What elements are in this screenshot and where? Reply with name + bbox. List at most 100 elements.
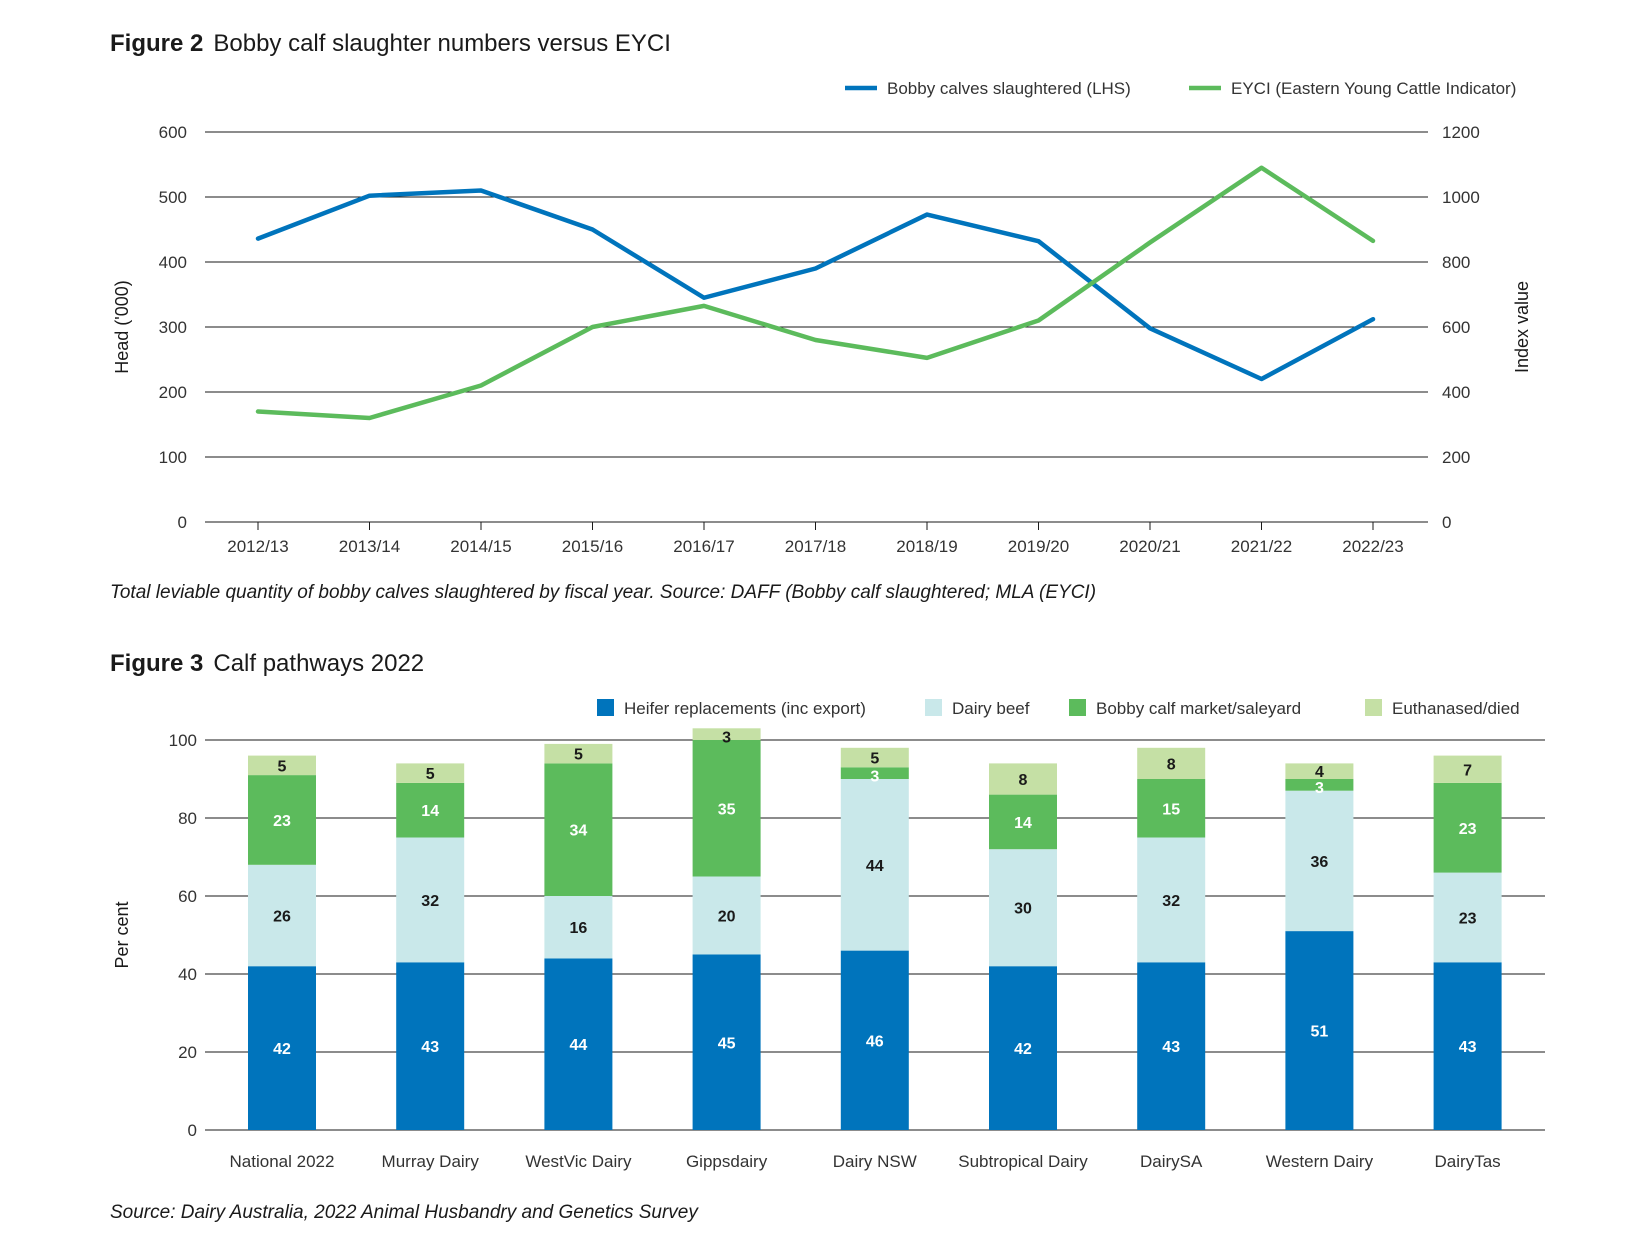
bar-segment-dairy-beef — [248, 864, 316, 967]
bar-segment-euthanased-died — [248, 755, 316, 776]
x-tick-label: 2016/17 — [673, 537, 734, 556]
legend-swatch — [1069, 699, 1086, 716]
bar-segment-dairy-beef — [396, 837, 465, 963]
bar-segment-dairy-beef — [692, 876, 761, 955]
y-tick-label: 40 — [178, 965, 197, 984]
bar-value-label: 15 — [1162, 801, 1180, 818]
bar-segment-heifer-replacements — [840, 950, 909, 1130]
bar-segment-heifer-replacements — [692, 954, 761, 1130]
y-tick-label-right: 400 — [1442, 383, 1470, 402]
x-tick-label: 2018/19 — [896, 537, 957, 556]
x-tick-label: 2022/23 — [1342, 537, 1403, 556]
bar-value-label: 3 — [1315, 780, 1324, 797]
legend-label: Heifer replacements (inc export) — [624, 699, 866, 718]
bar-value-label: 42 — [273, 1041, 291, 1058]
y-tick-label-right: 1000 — [1442, 188, 1480, 207]
y-tick-label: 20 — [178, 1043, 197, 1062]
bar-value-label: 8 — [1167, 756, 1176, 773]
bar-value-label: 32 — [421, 893, 439, 910]
x-category-label: Dairy NSW — [833, 1152, 917, 1171]
bar-segment-bobby-calf-market — [1285, 779, 1354, 791]
bar-segment-euthanased-died — [544, 743, 613, 764]
bar-segment-bobby-calf-market — [544, 763, 613, 896]
legend-label: EYCI (Eastern Young Cattle Indicator) — [1231, 79, 1516, 98]
figure3-caption: Source: Dairy Australia, 2022 Animal Hus… — [110, 1202, 698, 1223]
y-tick-label: 80 — [178, 809, 197, 828]
bar-segment-heifer-replacements — [1137, 962, 1206, 1130]
y-axis-title: Per cent — [112, 901, 132, 968]
x-category-label: Murray Dairy — [382, 1152, 480, 1171]
x-category-label: National 2022 — [230, 1152, 335, 1171]
bar-value-label: 42 — [1014, 1041, 1032, 1058]
bar-value-label: 44 — [866, 858, 884, 875]
bar-value-label: 46 — [866, 1033, 884, 1050]
bar-segment-dairy-beef — [1137, 837, 1206, 963]
y-tick-label-right: 600 — [1442, 318, 1470, 337]
bar-value-label: 44 — [570, 1037, 588, 1054]
y-tick-label-left: 600 — [159, 123, 187, 142]
y-axis-title-right: Index value — [1512, 281, 1532, 373]
y-tick-label-left: 400 — [159, 253, 187, 272]
x-tick-label: 2014/15 — [450, 537, 511, 556]
bar-segment-dairy-beef — [1433, 872, 1502, 963]
bar-segment-dairy-beef — [1285, 790, 1354, 932]
bar-value-label: 30 — [1014, 901, 1032, 918]
bar-segment-euthanased-died — [1433, 755, 1502, 783]
x-category-label: DairySA — [1140, 1152, 1203, 1171]
x-tick-label: 2015/16 — [562, 537, 623, 556]
bar-value-label: 43 — [1459, 1039, 1477, 1056]
bar-segment-heifer-replacements — [1433, 962, 1502, 1130]
bar-value-label: 43 — [1162, 1039, 1180, 1056]
bar-segment-dairy-beef — [544, 896, 613, 959]
x-tick-label: 2017/18 — [785, 537, 846, 556]
x-category-label: DairyTas — [1435, 1152, 1501, 1171]
bar-segment-bobby-calf-market — [396, 782, 465, 838]
legend-label: Bobby calves slaughtered (LHS) — [887, 79, 1131, 98]
legend-swatch — [597, 699, 614, 716]
bar-segment-heifer-replacements — [544, 958, 613, 1130]
bar-value-label: 14 — [421, 803, 439, 820]
bar-value-label: 4 — [1315, 764, 1324, 781]
bar-segment-euthanased-died — [1137, 747, 1206, 779]
y-tick-label-right: 1200 — [1442, 123, 1480, 142]
bar-value-label: 5 — [574, 747, 583, 764]
bar-segment-heifer-replacements — [989, 966, 1057, 1130]
x-tick-label: 2021/22 — [1231, 537, 1292, 556]
bar-value-label: 23 — [1459, 910, 1477, 927]
y-tick-label-right: 200 — [1442, 448, 1470, 467]
y-tick-label-left: 500 — [159, 188, 187, 207]
legend-label: Euthanased/died — [1392, 699, 1520, 718]
y-tick-label-left: 100 — [159, 448, 187, 467]
bar-segment-bobby-calf-market — [1433, 782, 1502, 873]
bar-segment-bobby-calf-market — [1137, 779, 1206, 838]
bar-segment-euthanased-died — [1285, 763, 1354, 779]
x-tick-label: 2020/21 — [1119, 537, 1180, 556]
bar-segment-euthanased-died — [989, 763, 1057, 795]
y-tick-label: 60 — [178, 887, 197, 906]
legend-label: Dairy beef — [952, 699, 1030, 718]
bar-segment-euthanased-died — [840, 747, 909, 768]
figure3-title-text: Calf pathways 2022 — [213, 650, 425, 677]
bar-segment-dairy-beef — [989, 849, 1057, 967]
bar-value-label: 36 — [1311, 854, 1329, 871]
bar-value-label: 5 — [426, 766, 435, 783]
bar-value-label: 8 — [1019, 772, 1028, 789]
bar-value-label: 14 — [1014, 815, 1032, 832]
stacked-bar-chart: 0 20 40 60 80 100 Per cent 42 26 23 5 National 2022… — [112, 699, 1545, 1171]
bar-segment-euthanased-died — [692, 728, 761, 740]
y-tick-label-right: 800 — [1442, 253, 1470, 272]
bar-value-label: 43 — [421, 1039, 439, 1056]
y-axis-title-left: Head ('000) — [112, 280, 132, 374]
bar-segment-euthanased-died — [396, 763, 465, 783]
y-tick-label: 100 — [169, 731, 197, 750]
legend-label: Bobby calf market/saleyard — [1096, 699, 1301, 718]
bar-segment-dairy-beef — [840, 779, 909, 951]
legend-swatch — [925, 699, 942, 716]
y-tick-label-right: 0 — [1442, 513, 1451, 532]
bar-value-label: 45 — [718, 1035, 736, 1052]
bar-value-label: 23 — [273, 813, 291, 830]
bar-segment-heifer-replacements — [248, 966, 316, 1130]
series-line-bobby-calves — [255, 188, 1376, 382]
y-tick-label-left: 0 — [178, 513, 187, 532]
bar-value-label: 3 — [870, 768, 879, 785]
